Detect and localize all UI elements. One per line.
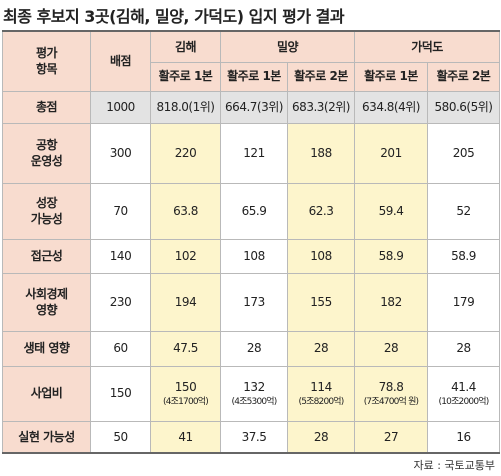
- data-row: 접근성 140 102 108 108 58.9 58.9: [2, 238, 500, 274]
- data-row: 실현 가능성 50 41 37.5 28 27 16: [2, 420, 500, 454]
- data-cell: 16: [427, 420, 500, 454]
- data-cell: 108: [287, 238, 355, 274]
- data-cell: 47.5: [150, 330, 221, 367]
- header-cell: 평가 항목: [2, 30, 91, 92]
- data-cell: 634.8(4위): [354, 90, 428, 124]
- data-cell: 201: [354, 122, 428, 184]
- row-label: 성장 가능성: [2, 182, 91, 240]
- data-cell: 28: [220, 330, 288, 367]
- data-cell: 818.0(1위): [150, 90, 221, 124]
- row-label: 공항 운영성: [2, 122, 91, 184]
- plan-header: 활주로 1본: [220, 61, 288, 92]
- row-label: 실현 가능성: [2, 420, 91, 454]
- data-cell: 28: [427, 330, 500, 367]
- score-cell: 230: [90, 272, 151, 332]
- plan-header: 활주로 2본: [427, 61, 500, 92]
- data-cell: 41.4 (10조2000억): [427, 365, 500, 422]
- cell-note: (5조8200억): [298, 396, 344, 407]
- data-cell: 173: [220, 272, 288, 332]
- row-label: 생태 영향: [2, 330, 91, 367]
- plan-header: 활주로 1본: [354, 61, 428, 92]
- data-cell: 179: [427, 272, 500, 332]
- data-row: 생태 영향 60 47.5 28 28 28 28: [2, 330, 500, 367]
- score-cell: 70: [90, 182, 151, 240]
- site-header: 가덕도: [354, 30, 500, 63]
- plan-header: 활주로 2본: [287, 61, 355, 92]
- data-cell: 28: [287, 330, 355, 367]
- cell-value: 150: [174, 380, 197, 395]
- data-row: 사업비 150 150 (4조1700억) 132 (4조5300억) 114 (5조8200…: [2, 365, 500, 422]
- header-cell: 배점: [90, 30, 151, 92]
- cell-value: 132: [243, 380, 265, 395]
- header-row: 평가 항목 배점 김해 밀양 가덕도: [2, 30, 500, 92]
- score-cell: 60: [90, 330, 151, 367]
- data-cell: 194: [150, 272, 221, 332]
- cell-note: (7조4700억 원): [363, 396, 419, 407]
- data-cell: 27: [354, 420, 428, 454]
- cell-note: (4조5300억): [231, 396, 277, 407]
- plan-header: 활주로 1본: [150, 61, 221, 92]
- title: 최종 후보지 3곳(김해, 밀양, 가덕도) 입지 평가 결과: [3, 7, 345, 26]
- score-cell: 300: [90, 122, 151, 184]
- source: 자료 : 국토교통부: [413, 459, 495, 472]
- data-cell: 132 (4조5300억): [220, 365, 288, 422]
- data-cell: 37.5: [220, 420, 288, 454]
- data-cell: 58.9: [427, 238, 500, 274]
- data-cell: 52: [427, 182, 500, 240]
- data-cell: 182: [354, 272, 428, 332]
- data-cell: 58.9: [354, 238, 428, 274]
- data-cell: 62.3: [287, 182, 355, 240]
- site-header: 김해: [150, 30, 221, 63]
- header-row: 활주로 1본 활주로 1본 활주로 2본 활주로 1본 활주로 2본: [3, 61, 500, 92]
- data-cell: 108: [220, 238, 288, 274]
- data-cell: 28: [287, 420, 355, 454]
- data-cell: 78.8 (7조4700억 원): [354, 365, 428, 422]
- data-row: 총점 1000 818.0(1위) 664.7(3위) 683.3(2위) 634.8(4…: [2, 90, 500, 124]
- row-label: 접근성: [2, 238, 91, 274]
- score-cell: 140: [90, 238, 151, 274]
- data-cell: 580.6(5위): [427, 90, 500, 124]
- data-row: 성장 가능성 70 63.8 65.9 62.3 59.4 52: [2, 182, 500, 240]
- cell-value: 78.8: [378, 380, 404, 395]
- evaluation-table: 평가 항목 배점 김해 밀양 가덕도 활주로 1본 활주로 1본 활주로 2본 활주로 1본 활주…: [2, 30, 500, 454]
- data-cell: 65.9: [220, 182, 288, 240]
- data-cell: 205: [427, 122, 500, 184]
- data-cell: 188: [287, 122, 355, 184]
- site-header: 밀양: [220, 30, 355, 63]
- row-label: 총점: [2, 90, 91, 124]
- data-cell: 28: [354, 330, 428, 367]
- score-cell: 50: [90, 420, 151, 454]
- score-cell: 150: [90, 365, 151, 422]
- score-cell: 1000: [90, 90, 151, 124]
- data-cell: 683.3(2위): [287, 90, 355, 124]
- cell-note: (10조2000억): [438, 396, 490, 407]
- cell-value: 41.4: [451, 380, 476, 395]
- row-label: 사업비: [2, 365, 91, 422]
- data-cell: 155: [287, 272, 355, 332]
- data-cell: 220: [150, 122, 221, 184]
- cell-value: 114: [310, 380, 332, 395]
- data-cell: 150 (4조1700억): [150, 365, 221, 422]
- data-cell: 63.8: [150, 182, 221, 240]
- data-cell: 121: [220, 122, 288, 184]
- data-cell: 41: [150, 420, 221, 454]
- data-cell: 114 (5조8200억): [287, 365, 355, 422]
- data-row: 공항 운영성 300 220 121 188 201 205: [2, 122, 500, 184]
- row-label: 사회경제 영향: [2, 272, 91, 332]
- data-row: 사회경제 영향 230 194 173 155 182 179: [2, 272, 500, 332]
- data-cell: 59.4: [354, 182, 428, 240]
- data-cell: 102: [150, 238, 221, 274]
- data-cell: 664.7(3위): [220, 90, 288, 124]
- cell-note: (4조1700억): [162, 396, 209, 407]
